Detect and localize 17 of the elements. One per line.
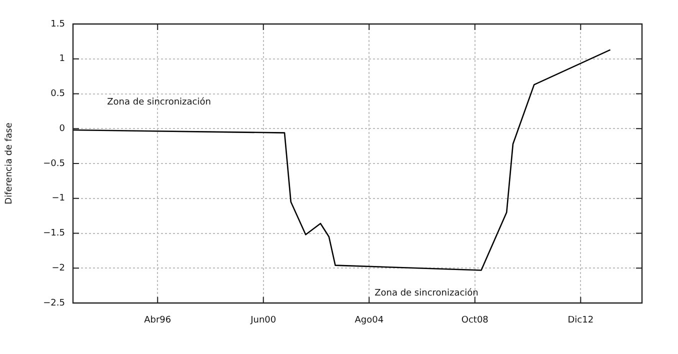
y-tick-label: 1 — [59, 54, 65, 64]
y-tick-label: −2 — [52, 263, 65, 274]
annotation: Zona de sincronización — [107, 96, 211, 108]
y-tick-label: −1 — [52, 194, 65, 204]
y-tick-label: 0 — [59, 124, 66, 134]
y-tick-label: 1.5 — [50, 19, 65, 30]
x-tick-label: Ago04 — [354, 316, 384, 326]
y-tick-label: 0.5 — [50, 89, 65, 100]
x-tick-label: Dic12 — [568, 316, 594, 326]
y-tick-label: −1.5 — [43, 228, 65, 239]
y-tick-label: −0.5 — [43, 158, 65, 169]
x-tick-label: Abr96 — [144, 316, 172, 326]
x-tick-label: Oct08 — [461, 316, 489, 326]
y-axis-title: Diferencia de fase — [4, 122, 15, 204]
x-tick-label: Jun00 — [250, 316, 276, 326]
y-tick-label: −2.5 — [43, 298, 65, 308]
annotation: Zona de sincronización — [374, 288, 478, 299]
